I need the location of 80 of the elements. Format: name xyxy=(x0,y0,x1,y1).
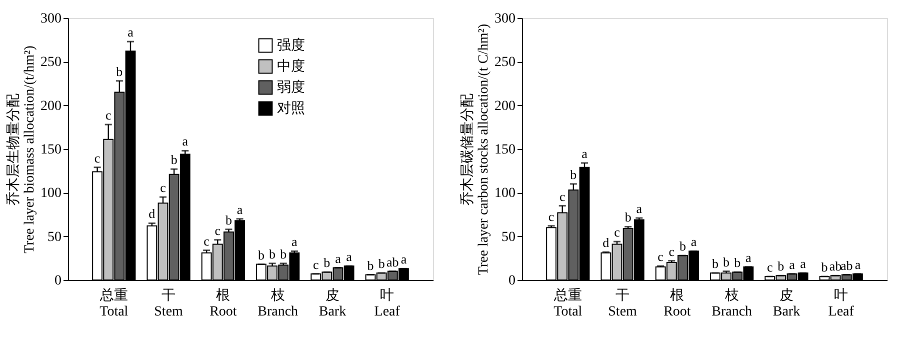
data-label: c xyxy=(766,260,773,275)
data-label: c xyxy=(548,208,554,224)
data-label: b xyxy=(723,254,730,270)
data-label: b xyxy=(570,166,577,182)
legend-label: 对照 xyxy=(277,100,305,116)
data-label: d xyxy=(602,235,610,250)
data-label: a xyxy=(582,146,588,161)
y-axis-title: 乔木层生物量分配 Tree layer biomass allocation/(t/hm²) xyxy=(6,45,38,254)
y-tick-label: 50 xyxy=(48,230,62,245)
data-label: ab xyxy=(386,254,399,270)
data-label: a xyxy=(800,256,806,272)
data-label: ab xyxy=(840,258,853,273)
data-label: c xyxy=(94,150,100,166)
y-tick-label: 300 xyxy=(494,12,516,26)
data-label: c xyxy=(559,188,566,204)
data-label: c xyxy=(668,244,675,259)
data-label: c xyxy=(160,180,166,196)
legend-label: 弱度 xyxy=(277,80,305,96)
data-label: a xyxy=(182,134,188,149)
y-tick-label: 0 xyxy=(508,274,516,288)
data-label: c xyxy=(105,108,112,123)
x-tick-label: 皮 Bark xyxy=(772,288,800,320)
data-label: a xyxy=(236,202,243,217)
x-tick-label: 总重 Total xyxy=(98,288,128,320)
data-label: b xyxy=(324,255,330,270)
x-tick-label: 干 Stem xyxy=(608,288,638,320)
data-label: b xyxy=(821,260,828,275)
data-label: b xyxy=(367,258,374,273)
data-label: b xyxy=(280,246,287,262)
x-tick-label: 总重 Total xyxy=(552,288,582,320)
x-tick-label: 根 Root xyxy=(210,288,237,320)
y-tick-label: 100 xyxy=(494,186,516,202)
x-tick-label: 叶 Leaf xyxy=(828,288,854,320)
data-label: c xyxy=(204,233,210,248)
legend-label: 强度 xyxy=(277,38,305,54)
data-label: b xyxy=(269,246,276,262)
data-label: ab xyxy=(829,258,842,274)
data-label: b xyxy=(778,258,784,274)
data-label: c xyxy=(312,256,319,272)
data-label: a xyxy=(346,249,352,264)
data-label: a xyxy=(400,252,407,267)
x-tick-label: 干 Stem xyxy=(154,288,184,320)
x-tick-label: 枝 Branch xyxy=(712,288,752,320)
x-tick-label: 皮 Bark xyxy=(318,288,346,320)
y-tick-label: 150 xyxy=(40,142,62,158)
y-tick-label: 50 xyxy=(502,230,516,245)
y-tick-label: 250 xyxy=(494,55,516,70)
y-tick-label: 200 xyxy=(494,98,516,114)
legend-label: 中度 xyxy=(277,58,305,74)
y-tick-label: 200 xyxy=(40,98,62,114)
y-tick-label: 100 xyxy=(40,186,62,202)
y-tick-label: 250 xyxy=(40,55,62,70)
y-tick-label: 0 xyxy=(54,274,62,288)
x-tick-label: 根 Root xyxy=(664,288,691,320)
data-label: a xyxy=(128,24,134,40)
data-label: a xyxy=(335,250,342,266)
data-label: a xyxy=(789,256,796,272)
data-label: b xyxy=(170,152,178,168)
data-label: b xyxy=(679,238,686,254)
data-label: b xyxy=(734,255,741,270)
data-label: c xyxy=(214,222,221,238)
data-label: b xyxy=(225,212,232,228)
data-label: a xyxy=(292,234,298,250)
data-label: b xyxy=(712,256,718,272)
y-axis-title: 乔木层碳储量分配 Tree layer carbon stocks allocation/(t C/hm²) xyxy=(460,23,492,276)
data-label: c xyxy=(658,249,664,264)
y-tick-label: 150 xyxy=(494,142,516,158)
data-label: c xyxy=(614,224,620,240)
data-label: b xyxy=(258,247,264,262)
data-label: a xyxy=(854,256,861,272)
data-label: a xyxy=(746,250,752,265)
y-tick-label: 300 xyxy=(40,12,62,26)
data-label: a xyxy=(636,200,642,216)
data-label: b xyxy=(624,210,632,225)
data-label: a xyxy=(690,234,697,250)
x-tick-label: 叶 Leaf xyxy=(374,288,400,320)
data-label: d xyxy=(148,206,156,222)
data-label: b xyxy=(378,256,385,272)
data-label: b xyxy=(116,64,123,79)
x-tick-label: 枝 Branch xyxy=(258,288,298,320)
